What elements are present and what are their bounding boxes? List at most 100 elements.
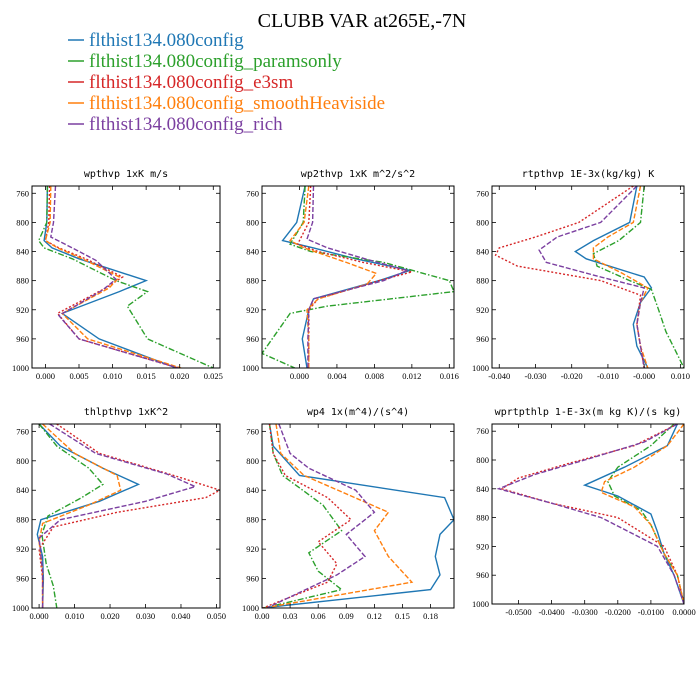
x-tick-label: -0.030 [524,371,546,381]
series-line [262,424,353,608]
y-tick-label: 880 [16,276,29,286]
y-tick-label: 800 [16,456,29,466]
y-tick-label: 760 [476,426,489,436]
y-tick-label: 960 [16,334,29,344]
y-tick-label: 1000 [242,603,259,613]
legend-entry: flthist134.080config_paramsonly [89,51,342,72]
series-line [289,186,378,368]
chart-panel: wprtpthlp 1-E-3x(m kg K)/(s kg) 760 800 840… [472,407,696,617]
y-tick-label: 840 [16,247,29,257]
legend: flthist134.080configflthist134.080config… [68,30,385,135]
plot-frame [491,423,685,605]
y-tick-label: 920 [16,305,29,315]
x-tick-label: -0.020 [561,371,583,381]
series-line [38,424,220,608]
series-line [496,424,684,604]
y-tick-label: 960 [246,574,259,584]
figure-title: CLUBB VAR at265E,-7N [258,10,467,32]
panels: wpthvp 1xK m/s76080084088092096010000.00… [12,169,696,621]
x-tick-label: 0.000 [36,371,55,381]
y-tick-label: 920 [16,544,29,554]
x-tick-label: 0.000 [290,371,309,381]
series-line [36,424,141,608]
y-tick-label: 880 [246,276,259,286]
series-line [262,186,454,368]
y-tick-label: 800 [476,455,489,465]
plot-frame [491,185,685,369]
x-tick-label: 0.050 [207,611,226,621]
x-tick-label: 0.03 [283,611,298,621]
series-line [538,186,646,368]
y-tick-label: 800 [246,456,259,466]
y-tick-label: 880 [246,515,259,525]
y-tick-label: 840 [476,247,489,257]
series-line [573,186,653,368]
y-tick-label: 960 [476,570,489,580]
y-tick-label: 1000 [242,363,259,373]
x-tick-label: 0.016 [440,371,459,381]
series-line [306,186,410,368]
y-tick-label: 800 [476,217,489,227]
x-tick-label: -0.000 [633,371,655,381]
y-tick-label: 1000 [12,363,29,373]
plot-frame [31,185,221,369]
x-tick-label: 0.020 [170,371,189,381]
y-tick-label: 960 [246,334,259,344]
chart-panel: wp4 1x(m^4)/(s^4)76080084088092096010000… [242,407,455,621]
x-tick-label: 0.020 [100,611,119,621]
legend-entry: flthist134.080config_e3sm [89,72,293,93]
x-tick-label: 0.00 [255,611,270,621]
series-line [266,424,376,608]
x-tick-label: -0.040 [488,371,510,381]
legend-entry: flthist134.080config [89,30,244,51]
x-tick-label: 0.030 [136,611,155,621]
panel-title: wp2thvp 1xK m^2/s^2 [301,169,415,180]
panel-title: wprtpthlp 1-E-3x(m kg K)/(s kg) [495,407,682,418]
x-tick-label: 0.18 [423,611,438,621]
y-tick-label: 760 [246,188,259,198]
y-tick-label: 920 [246,544,259,554]
x-tick-label: -0.0300 [572,607,598,617]
legend-entry: flthist134.080config_rich [89,114,283,135]
chart-panel: thlpthvp 1xK^2 760 800 840 880 920 960 10000.00… [12,407,226,621]
y-tick-label: 960 [476,334,489,344]
panel-title: wpthvp 1xK m/s [84,169,168,180]
series-line [296,186,413,368]
series-line [44,186,182,368]
series-line [38,424,122,608]
x-tick-label: 0.015 [137,371,156,381]
y-tick-label: 1000 [472,363,489,373]
x-tick-label: 0.09 [339,611,354,621]
y-tick-label: 1000 [12,603,29,613]
y-tick-label: 880 [16,515,29,525]
series-line [263,424,414,608]
plot-frame [31,423,221,609]
x-tick-label: 0.010 [671,371,690,381]
x-tick-label: 0.000 [30,611,49,621]
x-tick-label: 0.06 [311,611,326,621]
series-line [263,424,344,608]
chart-panel: rtpthvp 1E-3x(kg/kg) K 760 800 840 880 920 960… [472,169,690,381]
y-tick-label: 880 [476,276,489,286]
chart-panel: wpthvp 1xK m/s 760 800 840 880 920 960 1000 0.00… [12,169,223,381]
series-line [50,186,179,368]
series-line [582,424,684,604]
y-tick-label: 880 [476,513,489,523]
y-tick-label: 800 [16,217,29,227]
x-tick-label: 0.025 [204,371,223,381]
y-tick-label: 760 [16,188,29,198]
series-line [38,424,198,608]
panel-title: thlpthvp 1xK^2 [84,407,168,418]
series-line [37,186,214,368]
chart-panel: wp2thvp 1xK m^2/s^2 760 800 840 880 920 960 100… [242,169,459,381]
y-tick-label: 1000 [472,599,489,609]
x-tick-label: -0.0100 [638,607,664,617]
series-line [44,186,179,368]
y-tick-label: 840 [246,247,259,257]
y-tick-label: 960 [16,574,29,584]
series-line [38,424,104,608]
series-line [592,186,649,368]
x-tick-label: 0.12 [367,611,382,621]
x-tick-label: -0.0500 [505,607,531,617]
